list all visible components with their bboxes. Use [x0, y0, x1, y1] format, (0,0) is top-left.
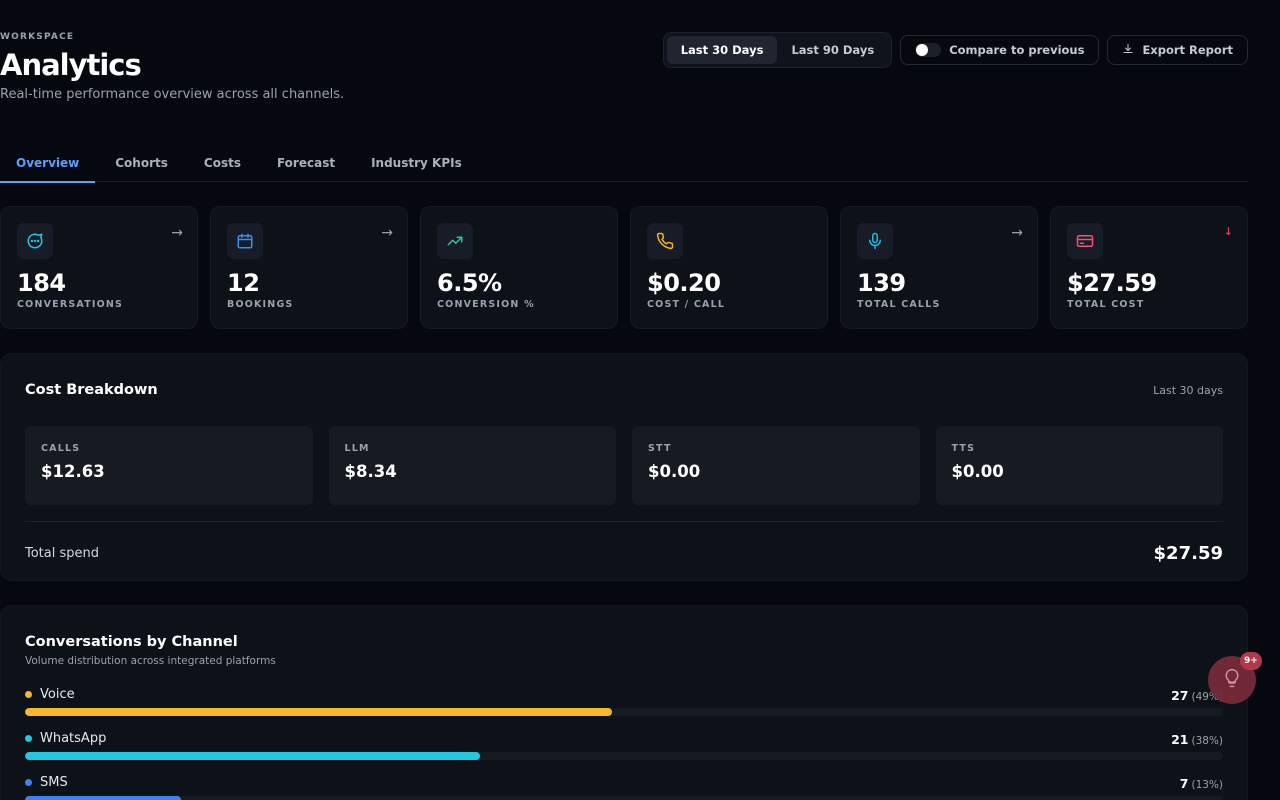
- channel-percent: (38%): [1191, 734, 1223, 747]
- channel-count: 7: [1179, 775, 1189, 791]
- compare-to-previous-toggle[interactable]: Compare to previous: [900, 35, 1100, 65]
- range-last-30-days[interactable]: Last 30 Days: [666, 36, 778, 64]
- cost-breakdown-title: Cost Breakdown: [25, 382, 158, 398]
- toggle-switch[interactable]: [915, 43, 942, 57]
- channels-panel: Conversations by Channel Volume distribu…: [0, 605, 1248, 800]
- export-report-button[interactable]: Export Report: [1107, 35, 1248, 65]
- cost-card-value: $12.63: [41, 462, 105, 481]
- kpi-card-cost-per-call[interactable]: $0.20 COST / CALL: [630, 206, 828, 329]
- kpi-label: CONVERSATIONS: [17, 299, 124, 310]
- kpi-value: 139: [857, 269, 906, 297]
- calendar-icon: [227, 223, 263, 259]
- channel-count: 27: [1171, 687, 1189, 703]
- channel-bar-fill: [25, 796, 181, 800]
- channel-bar-track: [25, 708, 1223, 716]
- lightbulb-icon: [1222, 668, 1242, 692]
- channel-percent: (13%): [1191, 778, 1223, 791]
- channel-color-dot: [25, 778, 32, 786]
- header-controls: Last 30 Days Last 90 Days Compare to pre…: [662, 32, 1248, 68]
- kpi-value: $27.59: [1067, 269, 1157, 297]
- workspace-eyebrow: WORKSPACE: [0, 32, 75, 42]
- cost-card-label: STT: [648, 443, 672, 454]
- kpi-card-total-calls[interactable]: → 139 TOTAL CALLS: [840, 206, 1038, 329]
- download-icon: [1122, 43, 1134, 58]
- cost-card-stt: STT $0.00: [632, 426, 920, 505]
- divider: [25, 521, 1223, 522]
- kpi-cards: → 184 CONVERSATIONS → 12 BOOKINGS 6.5% C…: [0, 206, 1248, 329]
- cost-card-value: $0.00: [951, 462, 1004, 481]
- range-last-90-days[interactable]: Last 90 Days: [791, 43, 875, 57]
- export-label: Export Report: [1142, 43, 1233, 57]
- channel-bar-track: [25, 752, 1223, 760]
- tab-costs[interactable]: Costs: [203, 156, 241, 170]
- page-header: WORKSPACE Analytics Real-time performanc…: [0, 32, 344, 102]
- date-range-toggle: Last 30 Days Last 90 Days: [662, 32, 893, 68]
- tab-overview[interactable]: Overview: [0, 144, 96, 183]
- kpi-value: 184: [17, 269, 66, 297]
- channel-color-dot: [25, 690, 32, 698]
- channels-subtitle: Volume distribution across integrated pl…: [25, 655, 276, 667]
- trend-down-icon: ↓: [1223, 225, 1233, 238]
- tab-industry-kpis[interactable]: Industry KPIs: [371, 156, 462, 170]
- cost-card-tts: TTS $0.00: [935, 426, 1223, 505]
- kpi-label: TOTAL COST: [1067, 299, 1145, 310]
- compare-label: Compare to previous: [949, 43, 1085, 57]
- kpi-label: CONVERSION %: [437, 299, 535, 310]
- channel-bar-fill: [25, 752, 481, 760]
- tab-cohorts[interactable]: Cohorts: [115, 156, 168, 170]
- kpi-card-conversations[interactable]: → 184 CONVERSATIONS: [0, 206, 198, 329]
- total-spend-label: Total spend: [25, 545, 100, 561]
- trend-arrow-icon: →: [381, 225, 393, 241]
- channel-row-whatsapp: WhatsApp 21 (38%): [25, 730, 1223, 774]
- channel-name: Voice: [40, 686, 75, 702]
- cost-cards: CALLS $12.63 LLM $8.34 STT $0.00 TTS $0.…: [25, 426, 1223, 505]
- trend-arrow-icon: →: [171, 225, 183, 241]
- kpi-card-bookings[interactable]: → 12 BOOKINGS: [210, 206, 408, 329]
- channel-bar-fill: [25, 708, 613, 716]
- cost-card-value: $8.34: [344, 462, 397, 481]
- cost-card-label: CALLS: [41, 443, 81, 454]
- page-subtitle: Real-time performance overview across al…: [0, 86, 345, 102]
- page-title: Analytics: [0, 48, 142, 82]
- channel-color-dot: [25, 734, 32, 742]
- kpi-label: TOTAL CALLS: [857, 299, 941, 310]
- channels-title: Conversations by Channel: [25, 634, 238, 650]
- channel-row-sms: SMS 7 (13%): [25, 774, 1223, 800]
- kpi-label: BOOKINGS: [227, 299, 294, 310]
- kpi-value: 6.5%: [437, 269, 502, 297]
- kpi-value: 12: [227, 269, 260, 297]
- total-spend-value: $27.59: [1153, 542, 1223, 564]
- channel-name: WhatsApp: [40, 730, 107, 746]
- cost-card-value: $0.00: [648, 462, 701, 481]
- kpi-value: $0.20: [647, 269, 721, 297]
- notification-badge: 9+: [1240, 652, 1262, 670]
- cost-card-label: LLM: [344, 443, 370, 454]
- cost-card-label: TTS: [951, 443, 976, 454]
- kpi-card-conversion[interactable]: 6.5% CONVERSION %: [420, 206, 618, 329]
- trending-up-icon: [437, 223, 473, 259]
- cost-period-label: Last 30 days: [1153, 383, 1223, 397]
- trend-arrow-icon: →: [1011, 225, 1023, 241]
- chat-bubble-icon: [17, 223, 53, 259]
- kpi-label: COST / CALL: [647, 299, 726, 310]
- tab-forecast[interactable]: Forecast: [276, 156, 336, 170]
- channel-list: Voice 27 (49%) WhatsApp 21 (38%) SMS 7 (13%…: [25, 686, 1223, 800]
- cost-card-calls: CALLS $12.63: [25, 426, 313, 505]
- analytics-tabs: Overview Cohorts Costs Forecast Industry…: [0, 144, 1248, 183]
- channel-bar-track: [25, 796, 1223, 800]
- cost-breakdown-panel: Cost Breakdown Last 30 days CALLS $12.63…: [0, 353, 1248, 581]
- microphone-icon: [857, 223, 893, 259]
- credit-card-icon: [1067, 223, 1103, 259]
- cost-card-llm: LLM $8.34: [328, 426, 616, 505]
- phone-icon: [647, 223, 683, 259]
- total-spend-row: Total spend $27.59: [25, 522, 1223, 584]
- channel-count: 21: [1171, 731, 1189, 747]
- channel-row-voice: Voice 27 (49%): [25, 686, 1223, 730]
- channel-name: SMS: [40, 774, 68, 790]
- kpi-card-total-cost[interactable]: ↓ $27.59 TOTAL COST: [1050, 206, 1248, 329]
